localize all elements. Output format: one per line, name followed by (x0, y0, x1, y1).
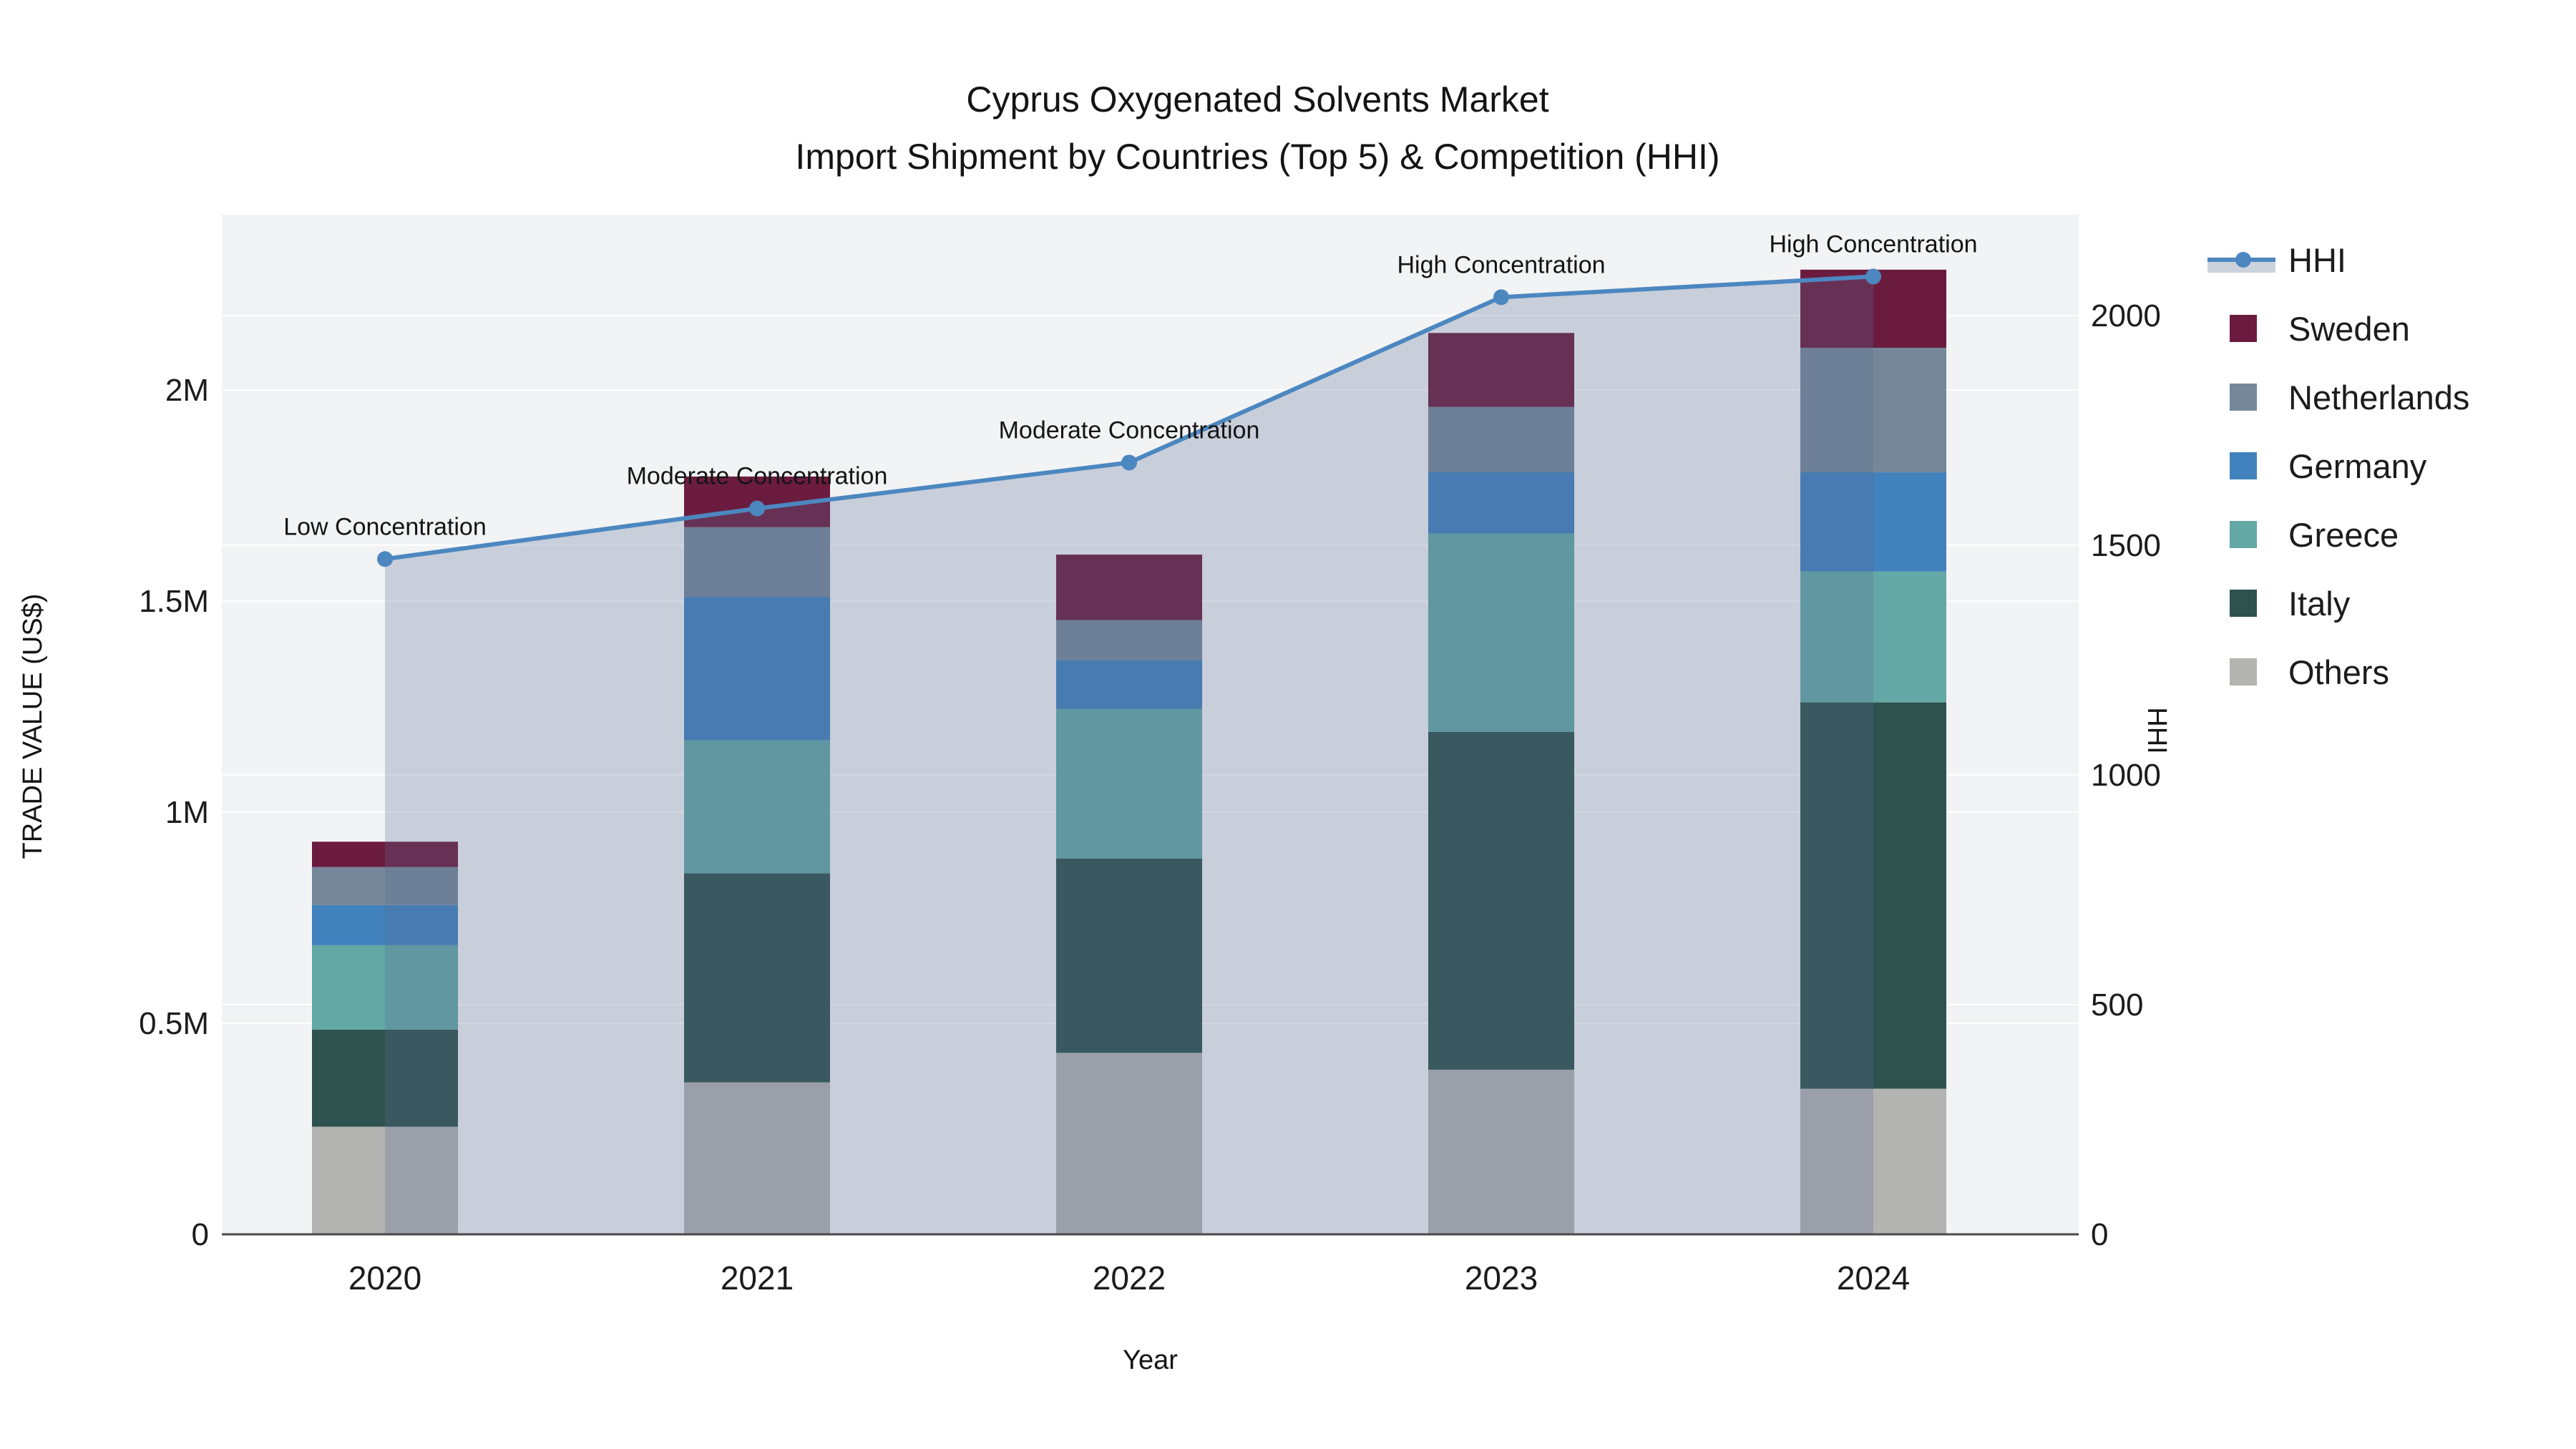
bar-segment-2022-others[interactable] (1056, 1053, 1202, 1234)
hhi-marker-2021[interactable] (749, 500, 765, 517)
legend-item-italy[interactable]: Italy (2207, 569, 2469, 638)
legend-label: Greece (2288, 515, 2399, 554)
y-left-tick-1.5M: 1.5M (139, 584, 209, 619)
netherlands-swatch-icon (2230, 384, 2257, 411)
bar-segment-2024-netherlands[interactable] (1800, 348, 1946, 473)
bar-segment-2023-netherlands[interactable] (1428, 406, 1574, 473)
germany-swatch-icon (2230, 452, 2257, 479)
chart-title-line1: Cyprus Oxygenated Solvents Market (966, 79, 1549, 119)
legend-label: Others (2288, 653, 2390, 691)
y-left-tick-0: 0 (192, 1217, 209, 1252)
legend-label: Germany (2288, 447, 2427, 485)
bar-segment-2021-greece[interactable] (684, 740, 830, 874)
hhi-marker-2024[interactable] (1865, 268, 1881, 285)
bar-segment-2022-netherlands[interactable] (1056, 620, 1202, 660)
x-tick-2024: 2024 (1837, 1259, 1910, 1297)
y-right-tick-1000: 1000 (2091, 758, 2161, 793)
legend-label: Sweden (2288, 309, 2410, 348)
bar-segment-2024-others[interactable] (1800, 1088, 1946, 1234)
y-right-tick-500: 500 (2091, 987, 2143, 1023)
bar-segment-2023-italy[interactable] (1428, 731, 1574, 1070)
legend-label: HHI (2288, 240, 2346, 279)
bar-segment-2023-others[interactable] (1428, 1069, 1574, 1234)
bar-segment-2022-italy[interactable] (1056, 858, 1202, 1053)
bar-segment-2023-greece[interactable] (1428, 533, 1574, 732)
hhi-marker-2023[interactable] (1493, 289, 1509, 306)
hhi-marker-2020[interactable] (377, 551, 393, 567)
bar-segment-2021-italy[interactable] (684, 873, 830, 1083)
bar-segment-2020-germany[interactable] (312, 904, 458, 945)
bar-segment-2020-greece[interactable] (312, 945, 458, 1030)
bar-segment-2024-greece[interactable] (1800, 571, 1946, 703)
y-left-tick-0.5M: 0.5M (139, 1006, 209, 1041)
bar-segment-2022-greece[interactable] (1056, 708, 1202, 859)
bar-segment-2023-sweden[interactable] (1428, 333, 1574, 407)
x-tick-2020: 2020 (348, 1259, 421, 1297)
x-axis-title: Year (1123, 1345, 1178, 1375)
bar-segment-2023-germany[interactable] (1428, 472, 1574, 534)
y-left-axis-title: TRADE VALUE (US$) (18, 593, 48, 859)
y-right-tick-1500: 1500 (2091, 528, 2161, 563)
annotation-2023: High Concentration (1397, 251, 1605, 278)
y-left-tick-2M: 2M (165, 373, 209, 408)
legend-item-hhi[interactable]: HHI (2207, 225, 2469, 294)
y-right-axis-title: HHI (2142, 707, 2172, 754)
bar-segment-2022-sweden[interactable] (1056, 555, 1202, 620)
chart-title-line2: Import Shipment by Countries (Top 5) & C… (795, 137, 1720, 177)
y-left-tick-1M: 1M (165, 795, 209, 830)
annotation-2022: Moderate Concentration (999, 416, 1260, 444)
legend: HHI Sweden Netherlands Germany Greece It… (2207, 225, 2469, 706)
bar-segment-2020-italy[interactable] (312, 1029, 458, 1127)
y-right-tick-0: 0 (2091, 1217, 2108, 1252)
bar-segment-2020-sweden[interactable] (312, 841, 458, 867)
hhi-line-icon (2207, 225, 2288, 294)
legend-label: Italy (2288, 584, 2351, 623)
legend-item-sweden[interactable]: Sweden (2207, 294, 2469, 363)
annotation-2021: Moderate Concentration (627, 463, 888, 490)
bar-segment-2020-netherlands[interactable] (312, 867, 458, 905)
legend-item-germany[interactable]: Germany (2207, 431, 2469, 500)
sweden-swatch-icon (2230, 315, 2257, 342)
bar-segment-2021-germany[interactable] (684, 597, 830, 741)
italy-swatch-icon (2230, 590, 2257, 617)
x-tick-2022: 2022 (1093, 1259, 1166, 1297)
x-tick-2021: 2021 (721, 1259, 794, 1297)
x-tick-2023: 2023 (1465, 1259, 1538, 1297)
legend-item-others[interactable]: Others (2207, 638, 2469, 706)
bar-segment-2021-netherlands[interactable] (684, 527, 830, 597)
annotation-2020: Low Concentration (283, 513, 487, 540)
y-right-tick-2000: 2000 (2091, 298, 2161, 333)
others-swatch-icon (2230, 658, 2257, 686)
bar-segment-2021-others[interactable] (684, 1082, 830, 1234)
hhi-marker-2022[interactable] (1121, 454, 1137, 471)
bar-segment-2024-germany[interactable] (1800, 472, 1946, 572)
bar-segment-2024-italy[interactable] (1800, 702, 1946, 1089)
bar-segment-2020-others[interactable] (312, 1126, 458, 1234)
annotation-2024: High Concentration (1769, 230, 1977, 258)
legend-item-greece[interactable]: Greece (2207, 500, 2469, 569)
greece-swatch-icon (2230, 521, 2257, 548)
legend-label: Netherlands (2288, 378, 2470, 416)
legend-item-netherlands[interactable]: Netherlands (2207, 363, 2469, 431)
bar-segment-2022-germany[interactable] (1056, 660, 1202, 709)
